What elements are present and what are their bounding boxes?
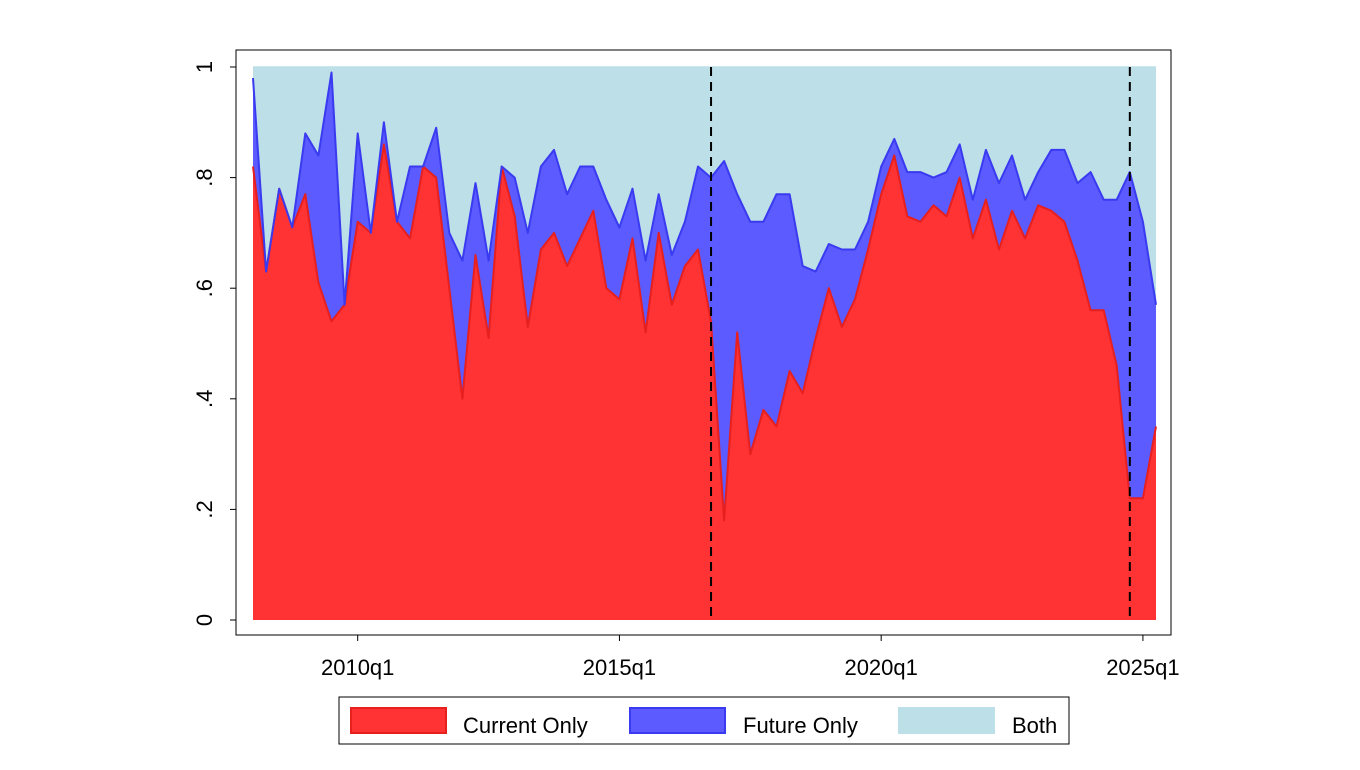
y-tick-label: .6 <box>192 279 217 297</box>
y-tick-label: .2 <box>192 500 217 518</box>
legend-swatch-current-only <box>350 707 447 734</box>
area-future-only <box>253 72 1156 521</box>
legend-label-both: Both <box>1012 713 1057 738</box>
x-tick-label: 2015q1 <box>583 655 656 680</box>
event-lines <box>710 67 1131 620</box>
y-tick-label: .4 <box>192 390 217 408</box>
area-current-only-edge <box>252 143 1157 522</box>
x-axis: 2010q1 2015q1 2020q1 2025q1 <box>321 635 1180 680</box>
y-tick-label: 0 <box>192 614 217 626</box>
legend: Current Only Future Only Both <box>338 696 1070 745</box>
y-tick-label: .8 <box>192 168 217 186</box>
area-current-only <box>253 144 1156 620</box>
legend-swatch-future-only <box>629 707 726 734</box>
y-tick-label: 1 <box>192 61 217 73</box>
legend-label-current-only: Current Only <box>463 713 588 738</box>
y-axis: 0 .2 .4 .6 .8 1 <box>192 61 236 626</box>
legend-swatch-both <box>898 707 995 734</box>
x-tick-label: 2020q1 <box>844 655 917 680</box>
legend-label-future-only: Future Only <box>743 713 858 738</box>
area-both <box>253 67 1156 305</box>
x-tick-label: 2025q1 <box>1106 655 1179 680</box>
plot-frame <box>235 49 1172 636</box>
area-future-only-edge <box>252 71 1157 306</box>
x-tick-label: 2010q1 <box>321 655 394 680</box>
areas-layer <box>252 66 1157 620</box>
